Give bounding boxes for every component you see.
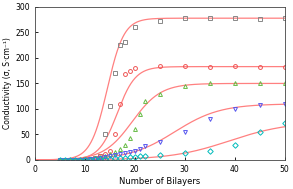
X-axis label: Number of Bilayers: Number of Bilayers (119, 177, 200, 186)
Y-axis label: Conductivity (σ, S·cm⁻¹): Conductivity (σ, S·cm⁻¹) (4, 37, 13, 129)
